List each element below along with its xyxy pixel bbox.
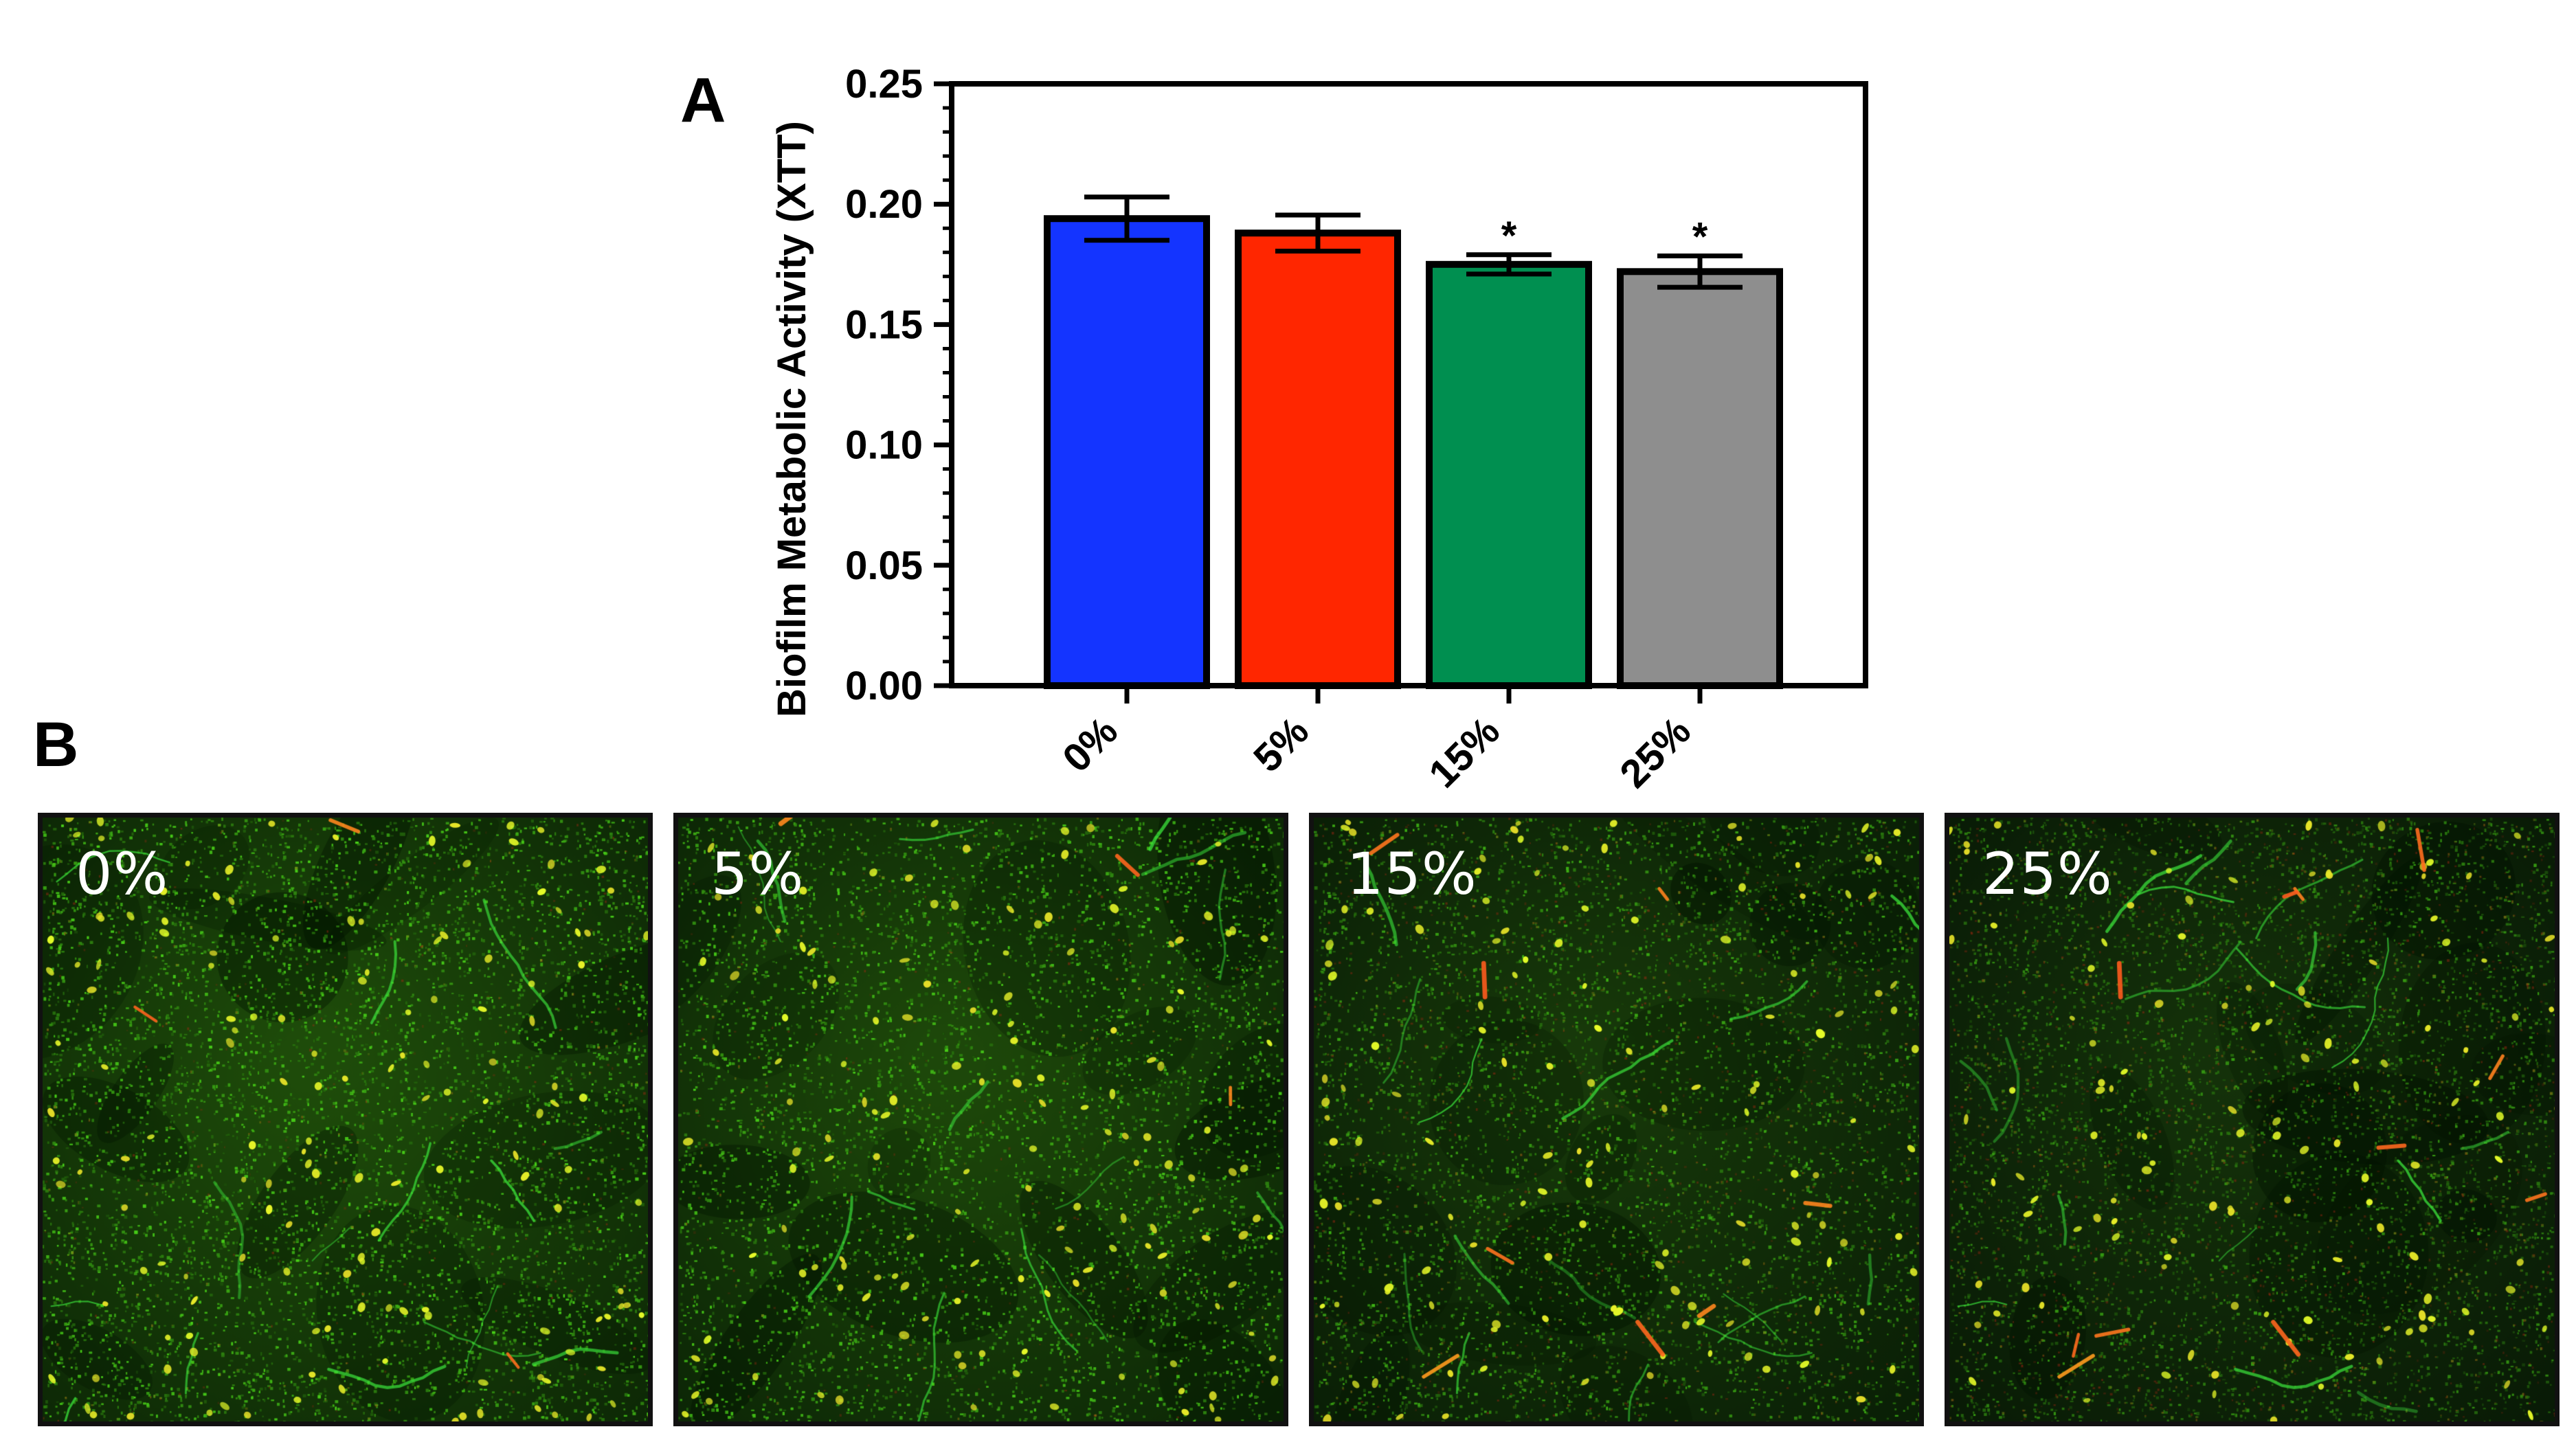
panel-a-letter: A: [680, 65, 726, 135]
micrograph-image: [43, 818, 648, 1421]
y-tick-label: 0.25: [845, 62, 923, 106]
y-tick-label: 0.10: [845, 423, 923, 468]
bar-1: [1235, 229, 1401, 689]
micrograph-label: 0%: [76, 840, 169, 908]
y-tick-label: 0.15: [845, 302, 923, 347]
y-axis: 0.00 0.05 0.10 0.15 0.20 0.25: [845, 62, 1868, 708]
micrograph-label: 15%: [1347, 840, 1477, 908]
micrograph-label: 5%: [711, 840, 805, 908]
y-axis-label: Biofilm Metabolic Activity (XTT): [770, 121, 814, 717]
micrograph-label: 25%: [1982, 840, 2113, 908]
micrograph-image: [1314, 818, 1919, 1421]
significance-marker-2: *: [1501, 214, 1517, 258]
significance-marker-3: *: [1692, 215, 1708, 260]
x-tick-label: 15%: [1420, 708, 1508, 796]
micrograph-image: [678, 818, 1284, 1421]
x-tick-label: 25%: [1611, 708, 1699, 796]
y-tick-label: 0.05: [845, 543, 923, 588]
bar-chart: 0.000.050.100.150.200.25 * * 0% 5% 15% 25% B…: [770, 62, 1868, 796]
y-tick-label: 0.20: [845, 182, 923, 227]
x-tick-label: 0%: [1054, 708, 1126, 780]
bar-2: [1426, 260, 1592, 689]
bar-3: [1617, 268, 1783, 689]
plot-frame: [949, 81, 1868, 688]
panel-b-letter: B: [33, 710, 79, 780]
x-axis: 0% 5% 15% 25%: [1054, 686, 1703, 796]
micrograph-2: 15%: [1309, 813, 1924, 1426]
micrograph-0: 0%: [38, 813, 653, 1426]
micrograph-image: [1949, 818, 2555, 1421]
bars: * *: [1044, 194, 1783, 689]
micrograph-1: 5%: [673, 813, 1288, 1426]
bar-0: [1044, 215, 1210, 689]
micrograph-3: 25%: [1945, 813, 2560, 1426]
y-tick-label: 0.00: [845, 664, 923, 708]
x-tick-label: 5%: [1245, 708, 1317, 780]
